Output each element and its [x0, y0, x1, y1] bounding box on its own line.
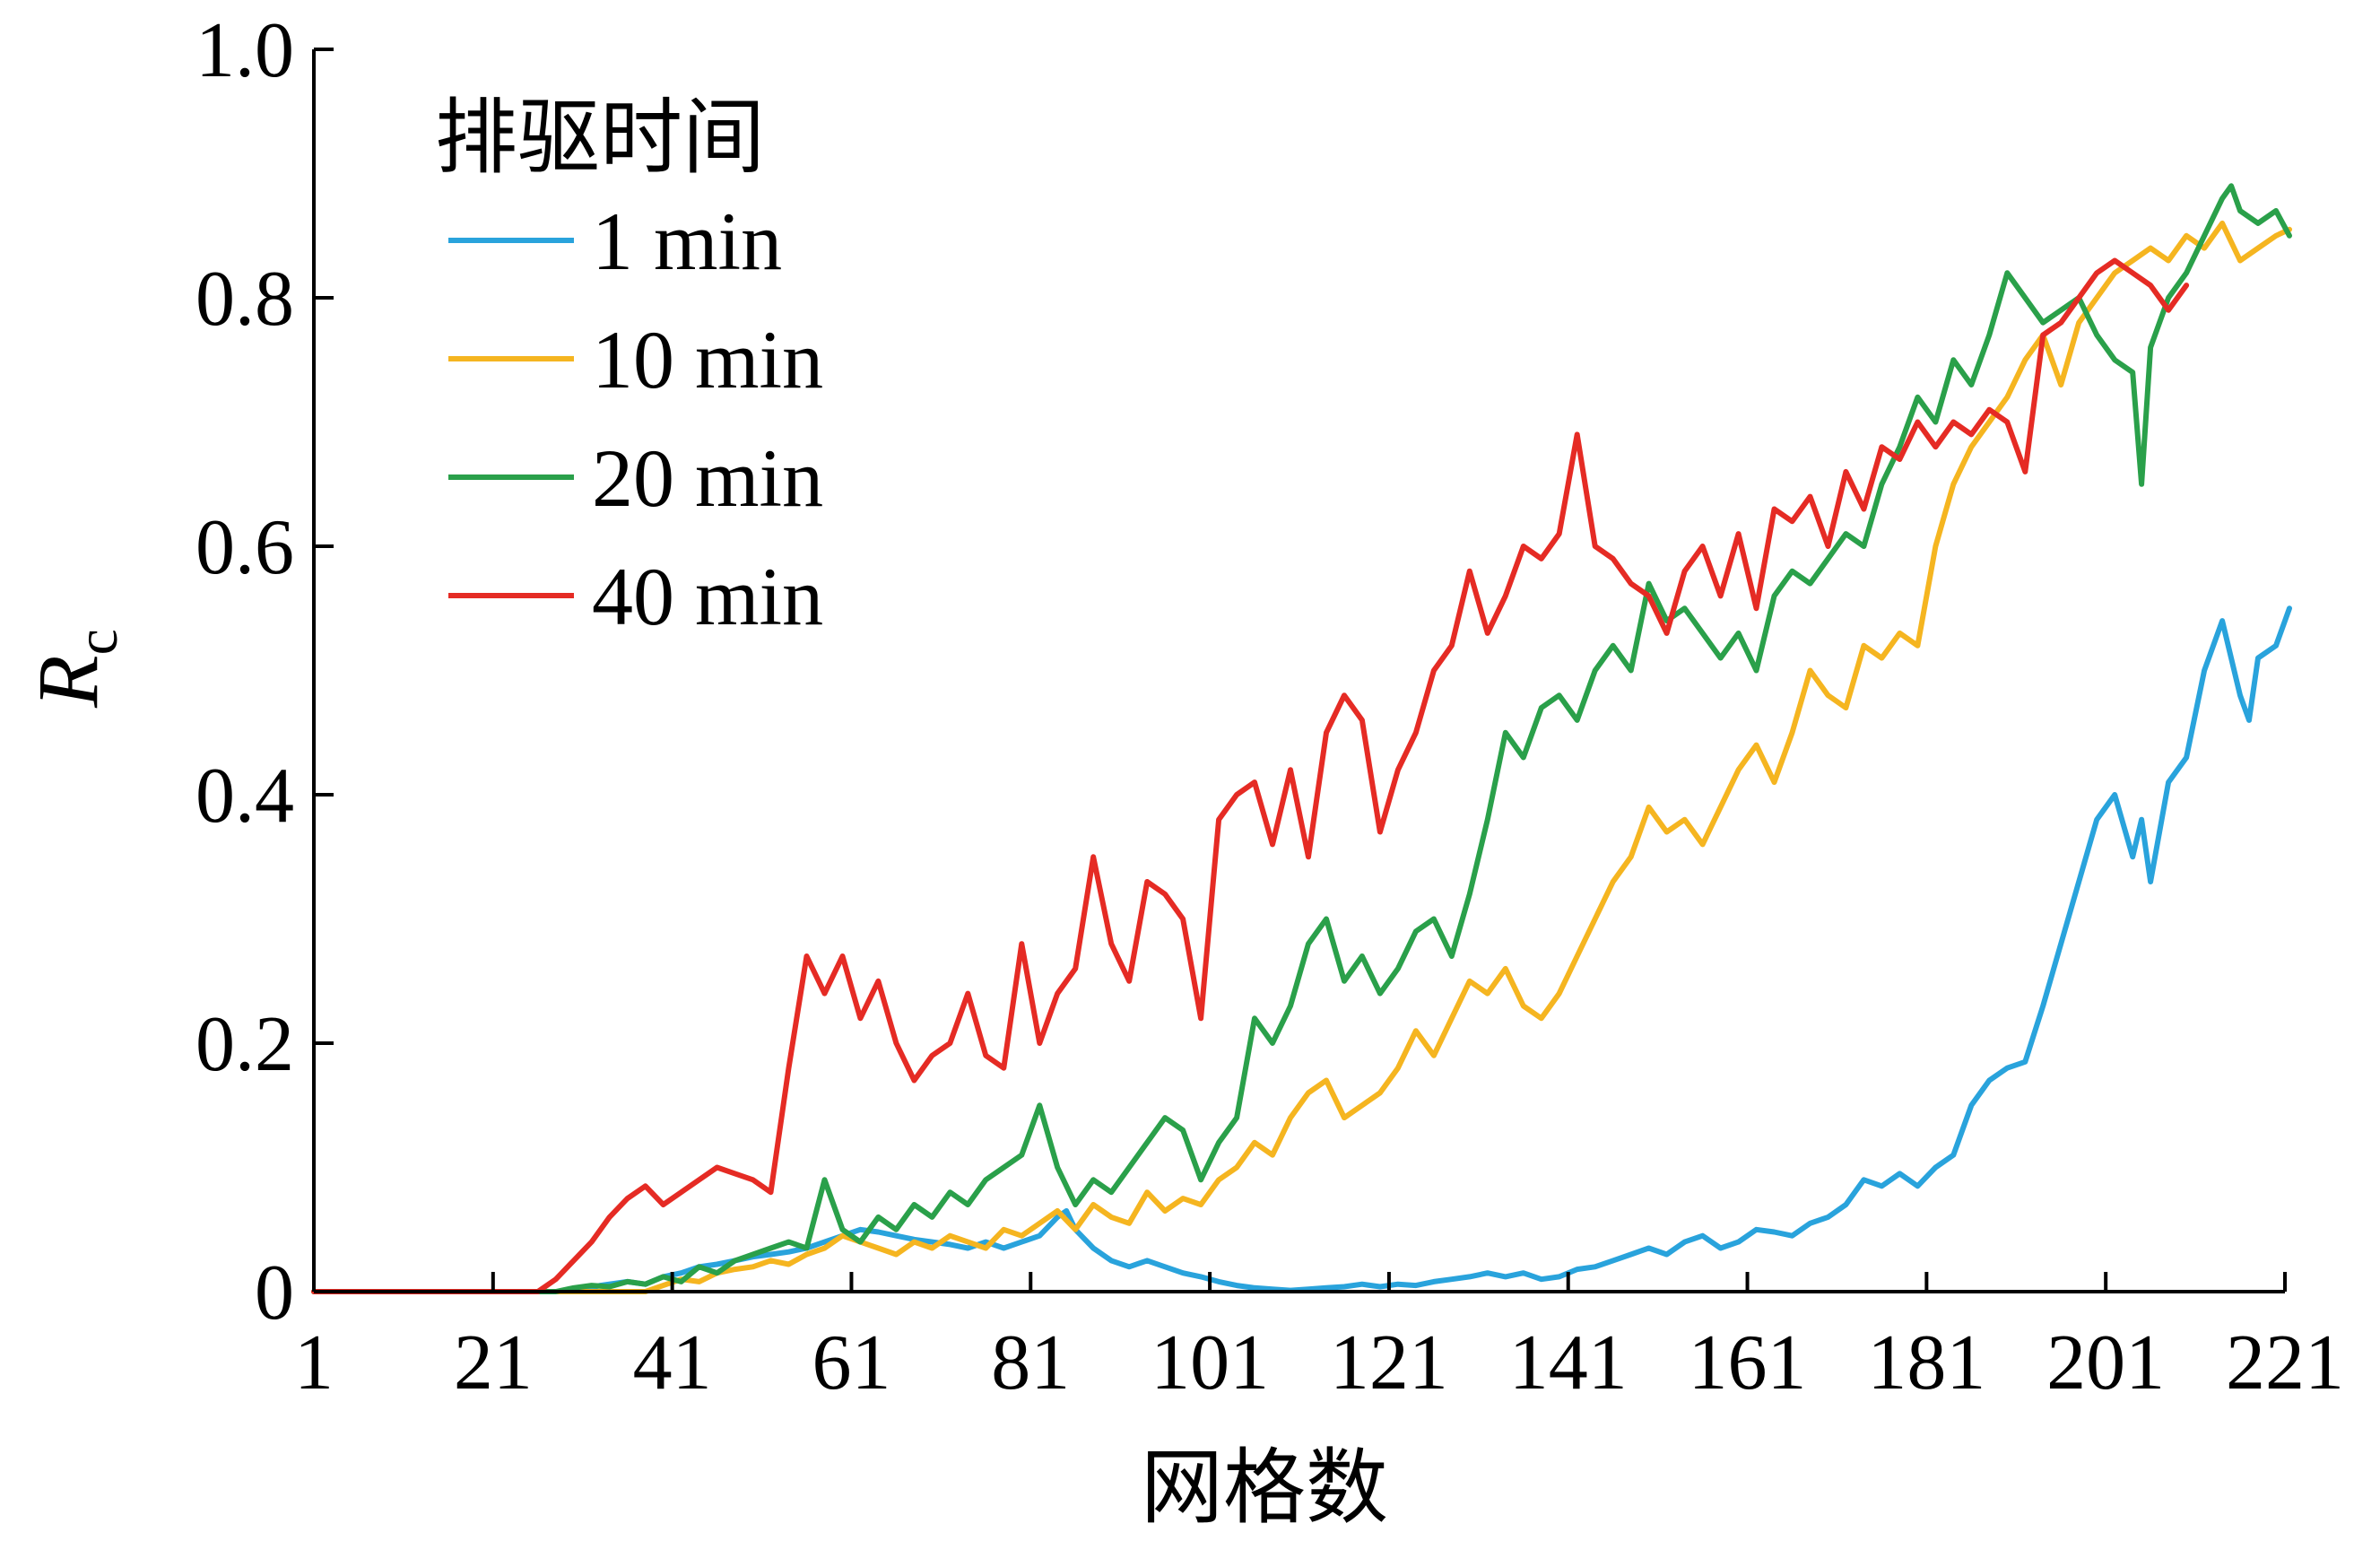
- series-line-40-min: [311, 257, 2190, 1294]
- y-tick-label-1: 0.2: [195, 1001, 294, 1088]
- x-tick-label-8: 161: [1689, 1319, 1807, 1406]
- legend-entries: 1 min 10 min 20 min 40 min: [448, 196, 823, 642]
- y-axis-title-main: R: [20, 655, 116, 709]
- legend-label-3: 40 min: [592, 551, 823, 642]
- series-line-10-min: [311, 220, 2292, 1294]
- legend-label-1: 10 min: [592, 314, 823, 405]
- x-tick-label-7: 141: [1509, 1319, 1628, 1406]
- x-tick-label-2: 41: [633, 1319, 712, 1406]
- x-tick-label-3: 61: [812, 1319, 890, 1406]
- x-tick-label-9: 181: [1867, 1319, 1985, 1406]
- svg-text:Rc: Rc: [20, 629, 130, 709]
- y-tick-label-5: 1.0: [195, 7, 294, 94]
- y-tick-label-4: 0.8: [195, 256, 294, 343]
- y-tick-label-3: 0.6: [195, 504, 294, 591]
- series-line-20-min: [311, 183, 2292, 1294]
- series-line-1-min: [311, 605, 2292, 1294]
- x-tick-label-4: 81: [991, 1319, 1070, 1406]
- y-ticks: 0 0.2 0.4 0.6 0.8 1.0: [195, 7, 334, 1336]
- legend-title: 排驱时间: [435, 90, 765, 186]
- legend-label-2: 20 min: [592, 432, 823, 524]
- legend: 排驱时间 1 min 10 min 20 min 40 min: [435, 90, 823, 642]
- x-tick-label-11: 221: [2226, 1319, 2344, 1406]
- y-tick-label-0: 0: [255, 1249, 294, 1336]
- axes: [312, 49, 2285, 1293]
- plot-lines: [311, 183, 2292, 1294]
- y-axis-title-subscript: c: [65, 629, 130, 655]
- y-tick-label-2: 0.4: [195, 753, 294, 840]
- x-tick-label-10: 201: [2046, 1319, 2165, 1406]
- x-ticks: 1 21 41 61 81 101 121 141 161 181 201 221: [294, 1272, 2344, 1406]
- x-axis-title: 网格数: [1141, 1440, 1388, 1536]
- x-tick-label-0: 1: [294, 1319, 334, 1406]
- x-tick-label-1: 21: [454, 1319, 533, 1406]
- x-tick-label-6: 121: [1330, 1319, 1448, 1406]
- x-tick-label-5: 101: [1151, 1319, 1269, 1406]
- y-axis-title: Rc: [20, 629, 130, 709]
- legend-label-0: 1 min: [592, 196, 782, 287]
